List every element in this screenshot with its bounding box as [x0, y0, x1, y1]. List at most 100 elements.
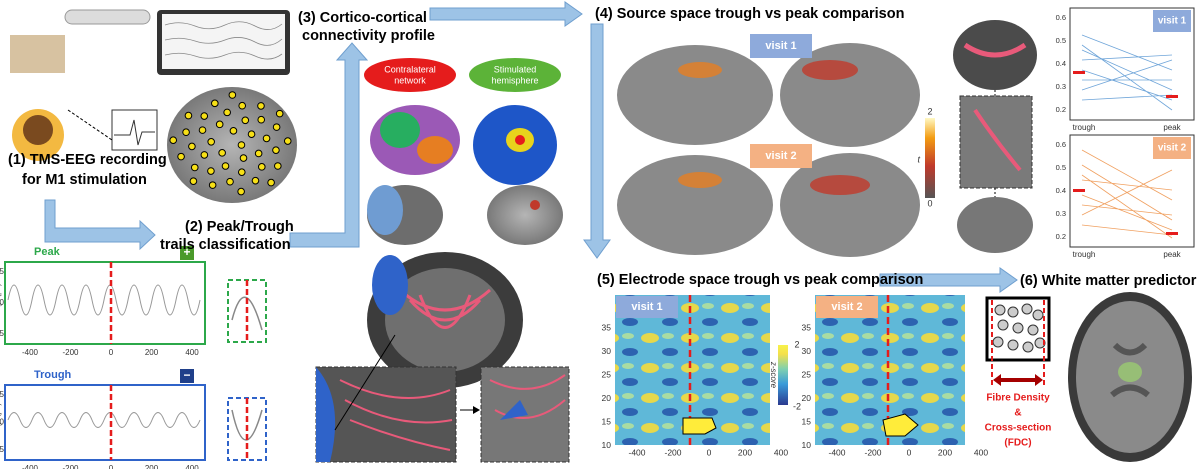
y-tick-label: 0.4	[1056, 186, 1066, 195]
tractography	[315, 252, 570, 463]
visit-label: visit 2	[1158, 143, 1187, 154]
x-tick-label: trough	[1073, 250, 1096, 259]
y-tick-label: 15	[602, 416, 612, 426]
electrode	[237, 187, 245, 196]
electrode	[247, 130, 256, 138]
electrode	[262, 134, 271, 143]
y-tick-label: -5	[0, 445, 5, 454]
x-tick-label: 400	[185, 464, 199, 469]
tag-label: network	[394, 75, 426, 85]
electrode	[251, 176, 260, 185]
electrode	[207, 137, 215, 146]
y-axis-label: Voltage (μV)	[0, 403, 2, 442]
electrode	[226, 177, 234, 186]
electrode	[218, 149, 226, 157]
y-tick-label: 25	[802, 369, 812, 379]
electrodes	[169, 91, 292, 196]
measure-label: &	[1014, 408, 1021, 419]
colorbar-label: z-score	[769, 361, 778, 389]
x-tick-label: -200	[864, 447, 881, 457]
electrode	[207, 167, 215, 175]
tag-label: Stimulated	[494, 64, 537, 74]
electrode	[237, 168, 246, 176]
arrow	[429, 1, 583, 27]
x-tick-label: 0	[109, 348, 114, 357]
colorbar-label: t	[917, 154, 920, 164]
panel-sign: −	[183, 368, 190, 382]
x-tick-label: peak	[1163, 123, 1181, 132]
slope-plots	[1069, 7, 1195, 248]
electrode	[274, 162, 282, 170]
electrode	[198, 126, 207, 134]
electrode	[272, 146, 280, 154]
x-tick-label: -200	[664, 447, 681, 457]
electrode	[241, 116, 250, 125]
y-tick-label: 5	[0, 390, 5, 399]
y-tick-label: 30	[802, 346, 812, 356]
heatmaps	[615, 295, 965, 445]
y-tick-label: 0	[0, 418, 5, 427]
y-tick-label: 5	[0, 267, 5, 276]
x-tick-label: -200	[62, 464, 79, 469]
x-tick-label: 400	[974, 447, 988, 457]
x-tick-label: -400	[22, 464, 39, 469]
x-tick-label: 0	[907, 447, 912, 457]
x-tick-label: 400	[185, 348, 199, 357]
y-axis-label: Voltage (μV)	[0, 284, 2, 323]
step-title: (5) Electrode space trough vs peak compa…	[597, 272, 923, 288]
colorbar-tick: 0	[927, 198, 932, 208]
x-tick-label: 0	[707, 447, 712, 457]
step-title: (3) Cortico-cortical	[298, 10, 427, 26]
colorbar-tick: -2	[793, 401, 801, 411]
y-tick-label: 0.3	[1056, 209, 1066, 218]
electrode	[229, 127, 238, 135]
x-tick-label: 200	[145, 348, 159, 357]
x-tick-label: trough	[1073, 123, 1096, 132]
step-title: for M1 stimulation	[22, 172, 147, 188]
electrode	[223, 108, 231, 117]
visit-label: visit 2	[765, 150, 796, 162]
panel-label: Trough	[34, 369, 72, 381]
x-tick-label: 200	[738, 447, 752, 457]
electrode	[257, 115, 266, 124]
y-tick-label: 10	[802, 440, 812, 450]
arrow	[879, 267, 1018, 293]
y-tick-label: 0.5	[1056, 163, 1066, 172]
y-tick-label: 10	[602, 440, 612, 450]
measure-label: (FDC)	[1004, 438, 1031, 449]
electrode	[275, 109, 284, 118]
y-tick-label: 35	[802, 322, 812, 332]
colorbar-tick: 2	[927, 106, 932, 116]
panel-label: Peak	[34, 246, 61, 258]
electrode	[238, 101, 247, 110]
electrode	[177, 152, 185, 161]
electrode	[200, 151, 209, 159]
panel-sign: +	[183, 245, 190, 259]
step-title: trails classification	[160, 237, 291, 253]
connectivity-brains	[364, 58, 563, 245]
x-tick-label: peak	[1163, 250, 1181, 259]
x-tick-label: -400	[628, 447, 645, 457]
electrode	[228, 91, 237, 99]
arrow	[583, 23, 611, 259]
eeg-panels	[4, 246, 267, 461]
electrode	[184, 111, 193, 120]
electrode	[208, 181, 217, 189]
fdc-diagram	[985, 292, 1192, 462]
electrode	[190, 163, 199, 172]
y-tick-label: 15	[802, 416, 812, 426]
x-tick-label: -400	[22, 348, 39, 357]
y-tick-label: 0	[0, 298, 5, 307]
electrode	[211, 99, 219, 108]
y-tick-label: 0.4	[1056, 59, 1066, 68]
electrode	[257, 102, 265, 110]
x-tick-label: 200	[938, 447, 952, 457]
electrode	[221, 162, 230, 170]
y-tick-label: 35	[602, 322, 612, 332]
source-brains	[617, 20, 1037, 257]
tag-label: hemisphere	[491, 75, 538, 85]
y-tick-label: 0.5	[1056, 36, 1066, 45]
electrode	[267, 178, 275, 187]
tag-label: Contralateral	[384, 64, 436, 74]
